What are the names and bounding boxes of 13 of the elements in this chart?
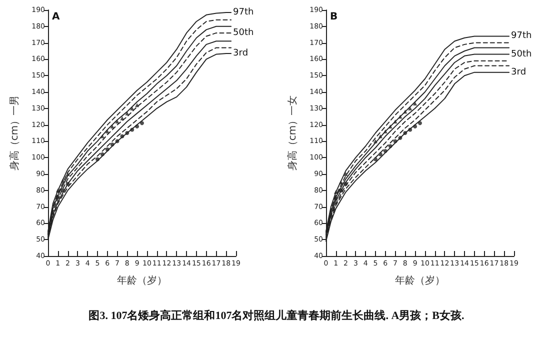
series-label: 50th: [233, 28, 254, 38]
y-axis-title: 身高（cm）一男: [8, 95, 20, 171]
annotation: B: [330, 12, 338, 22]
series-label: 3rd: [511, 67, 526, 78]
annotation: A: [52, 12, 60, 22]
x-axis-title: 年龄（岁）: [117, 274, 167, 286]
y-axis-title: 身高（cm）一女: [286, 95, 298, 171]
x-axis-title: 年龄（岁）: [395, 274, 445, 286]
series-label: 97th: [511, 31, 532, 42]
series-label: 97th: [233, 7, 254, 18]
series-label: 3rd: [233, 48, 248, 58]
series-label: 50th: [511, 49, 532, 60]
caption: 图3. 107名矮身高正常组和107名对照组儿童青春期前生长曲线. A男孩；B女孩.: [88, 308, 466, 323]
